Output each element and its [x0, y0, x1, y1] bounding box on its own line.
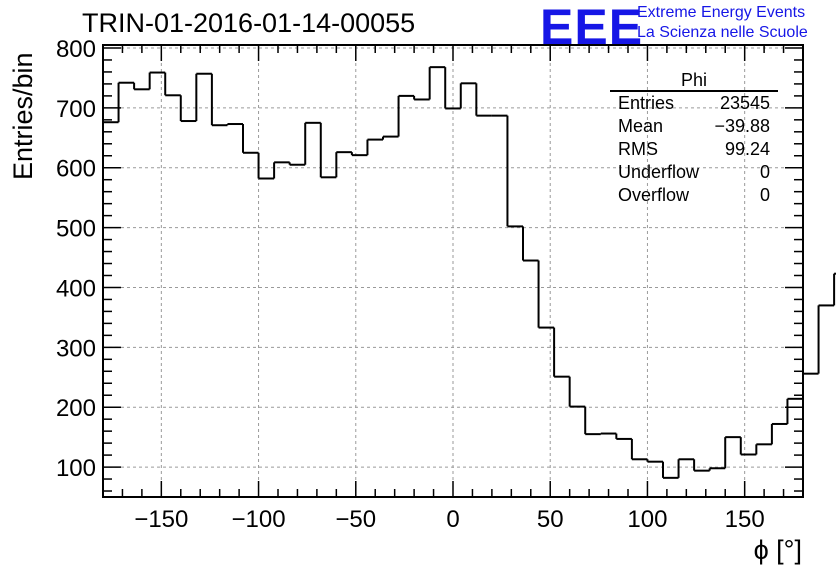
x-tick-label: 100	[627, 506, 667, 533]
stats-value: 0	[759, 162, 770, 182]
stats-value: 0	[759, 185, 770, 205]
x-tick-label: 50	[537, 506, 564, 533]
stats-box: Phi Entries 23545 Mean −39.88 RMS 99.24 …	[610, 70, 778, 207]
stats-label: Overflow	[618, 185, 690, 205]
y-tick-label: 100	[56, 455, 96, 482]
stats-row-rms: RMS 99.24	[610, 138, 778, 161]
stats-value: 99.24	[724, 139, 770, 159]
stats-value: −39.88	[714, 116, 770, 136]
y-tick-label: 200	[56, 395, 96, 422]
y-tick-label: 800	[56, 36, 96, 63]
x-tick-label: 150	[725, 506, 765, 533]
stats-value: 23545	[719, 93, 770, 113]
y-tick-label: 300	[56, 335, 96, 362]
logo-line-1: Extreme Energy Events	[637, 4, 806, 21]
x-axis-label: ϕ [°]	[753, 535, 802, 565]
stats-label: Entries	[618, 93, 675, 113]
stats-row-overflow: Overflow 0	[610, 184, 778, 207]
stats-row-entries: Entries 23545	[610, 92, 778, 115]
logo-line-2: La Scienza nelle Scuole	[637, 24, 808, 41]
x-tick-label: −150	[134, 506, 188, 533]
y-tick-label: 700	[56, 96, 96, 123]
stats-title: Phi	[610, 70, 778, 92]
eee-logo: EEE	[540, 0, 644, 55]
x-tick-label: −100	[232, 506, 286, 533]
stats-row-underflow: Underflow 0	[610, 161, 778, 184]
chart-title: TRIN-01-2016-01-14-00055	[82, 8, 416, 38]
x-tick-label: 0	[446, 506, 459, 533]
stats-label: Underflow	[618, 162, 700, 182]
stats-label: Mean	[618, 116, 664, 136]
y-tick-label: 600	[56, 156, 96, 183]
stats-row-mean: Mean −39.88	[610, 115, 778, 138]
y-tick-label: 500	[56, 216, 96, 243]
stats-label: RMS	[618, 139, 658, 159]
y-tick-label: 400	[56, 275, 96, 302]
x-tick-label: −50	[335, 506, 376, 533]
y-axis-label: Entries/bin	[8, 52, 38, 180]
